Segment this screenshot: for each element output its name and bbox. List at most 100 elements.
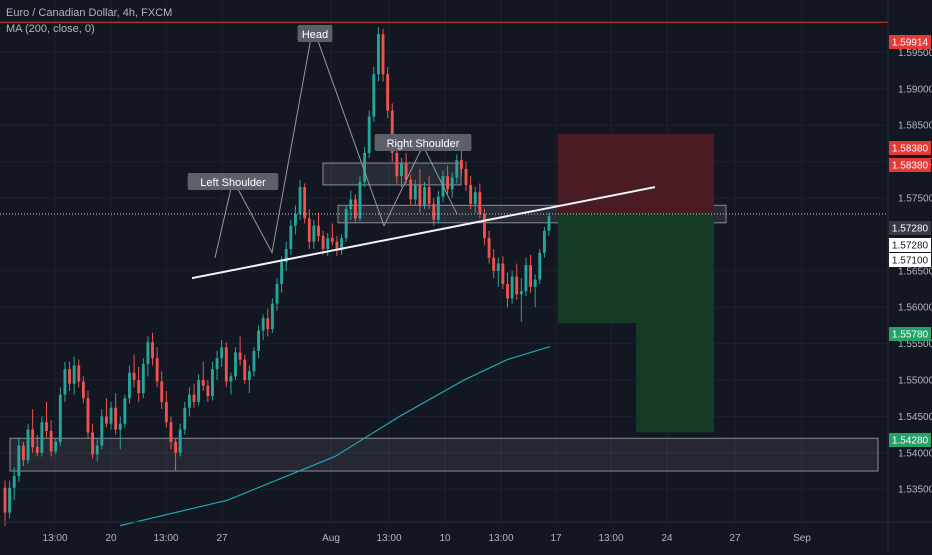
candle[interactable] bbox=[81, 376, 85, 404]
candle[interactable] bbox=[289, 219, 293, 255]
candle[interactable] bbox=[128, 365, 131, 404]
candle[interactable] bbox=[63, 361, 67, 402]
candle[interactable] bbox=[123, 394, 127, 428]
candle[interactable] bbox=[91, 423, 95, 459]
candle[interactable] bbox=[321, 230, 325, 255]
candle[interactable] bbox=[72, 356, 76, 395]
candle[interactable] bbox=[169, 416, 173, 450]
candle[interactable] bbox=[49, 420, 53, 457]
candle[interactable] bbox=[192, 383, 196, 408]
candle[interactable] bbox=[22, 441, 25, 466]
candle[interactable] bbox=[326, 232, 330, 257]
candle[interactable] bbox=[35, 434, 39, 457]
candle[interactable] bbox=[335, 235, 339, 257]
candle[interactable] bbox=[266, 308, 270, 337]
candle[interactable] bbox=[363, 147, 367, 188]
candle[interactable] bbox=[160, 371, 164, 410]
candle[interactable] bbox=[524, 257, 528, 297]
candle[interactable] bbox=[376, 26, 380, 82]
candle[interactable] bbox=[229, 372, 233, 395]
candle[interactable] bbox=[409, 174, 413, 206]
candle[interactable] bbox=[483, 208, 486, 246]
candle[interactable] bbox=[206, 380, 210, 402]
candle[interactable] bbox=[381, 29, 385, 82]
candle[interactable] bbox=[3, 480, 7, 526]
candle[interactable] bbox=[450, 172, 454, 199]
candle[interactable] bbox=[238, 336, 242, 366]
candle[interactable] bbox=[95, 438, 99, 462]
candle[interactable] bbox=[8, 480, 12, 519]
candle[interactable] bbox=[68, 361, 71, 391]
candle[interactable] bbox=[423, 182, 426, 209]
candle[interactable] bbox=[418, 168, 422, 213]
candle[interactable] bbox=[275, 278, 279, 311]
candle[interactable] bbox=[533, 274, 537, 308]
annotation-head[interactable]: Head bbox=[297, 25, 333, 42]
candle[interactable] bbox=[45, 401, 48, 439]
candle[interactable] bbox=[436, 190, 440, 224]
candle[interactable] bbox=[496, 257, 500, 287]
candle[interactable] bbox=[220, 339, 224, 367]
candle[interactable] bbox=[413, 179, 417, 206]
candle[interactable] bbox=[197, 374, 201, 406]
drawings[interactable]: Head Left Shoulder Right Shoulder bbox=[0, 21, 888, 280]
candle[interactable] bbox=[492, 248, 496, 279]
candles[interactable] bbox=[3, 26, 551, 526]
candle[interactable] bbox=[487, 230, 491, 264]
candle[interactable] bbox=[330, 223, 334, 246]
candle[interactable] bbox=[164, 390, 168, 428]
candle[interactable] bbox=[501, 256, 505, 290]
candle[interactable] bbox=[224, 342, 228, 388]
candle[interactable] bbox=[243, 354, 247, 384]
candle[interactable] bbox=[211, 361, 214, 401]
candle[interactable] bbox=[174, 438, 178, 472]
candle[interactable] bbox=[146, 336, 150, 377]
annotation-right-shoulder[interactable]: Right Shoulder bbox=[374, 134, 472, 151]
candle[interactable] bbox=[40, 416, 44, 457]
candle[interactable] bbox=[473, 187, 477, 213]
candle[interactable] bbox=[317, 212, 320, 242]
candle[interactable] bbox=[367, 110, 371, 158]
candle[interactable] bbox=[155, 347, 159, 388]
candle[interactable] bbox=[464, 161, 468, 191]
candle[interactable] bbox=[284, 241, 288, 271]
candle[interactable] bbox=[353, 194, 357, 224]
candle[interactable] bbox=[54, 438, 58, 455]
candle[interactable] bbox=[519, 278, 523, 322]
candle[interactable] bbox=[234, 347, 237, 381]
candle[interactable] bbox=[183, 401, 187, 435]
candle[interactable] bbox=[506, 272, 509, 308]
candle[interactable] bbox=[26, 423, 30, 464]
candle[interactable] bbox=[109, 401, 113, 430]
candle[interactable] bbox=[58, 387, 62, 446]
candle[interactable] bbox=[252, 347, 256, 377]
candle[interactable] bbox=[510, 270, 514, 304]
candle[interactable] bbox=[349, 190, 353, 220]
candle[interactable] bbox=[390, 103, 394, 162]
candle[interactable] bbox=[86, 390, 90, 439]
candle[interactable] bbox=[515, 263, 519, 300]
candle[interactable] bbox=[298, 179, 302, 220]
candle[interactable] bbox=[137, 366, 141, 402]
candle[interactable] bbox=[542, 227, 546, 258]
candle[interactable] bbox=[294, 205, 297, 235]
candle[interactable] bbox=[270, 298, 274, 333]
candle[interactable] bbox=[201, 361, 205, 391]
candle[interactable] bbox=[280, 256, 284, 293]
candle[interactable] bbox=[547, 212, 551, 236]
candle[interactable] bbox=[303, 183, 307, 224]
candle[interactable] bbox=[17, 438, 21, 482]
candle[interactable] bbox=[178, 423, 182, 457]
candle[interactable] bbox=[307, 208, 311, 249]
candle[interactable] bbox=[31, 409, 35, 453]
candle[interactable] bbox=[344, 205, 348, 242]
candle[interactable] bbox=[104, 398, 108, 428]
candle[interactable] bbox=[151, 332, 154, 366]
candle[interactable] bbox=[141, 358, 145, 399]
candle[interactable] bbox=[100, 409, 104, 450]
candle[interactable] bbox=[446, 165, 450, 195]
candle[interactable] bbox=[114, 393, 118, 435]
candle[interactable] bbox=[478, 183, 482, 219]
